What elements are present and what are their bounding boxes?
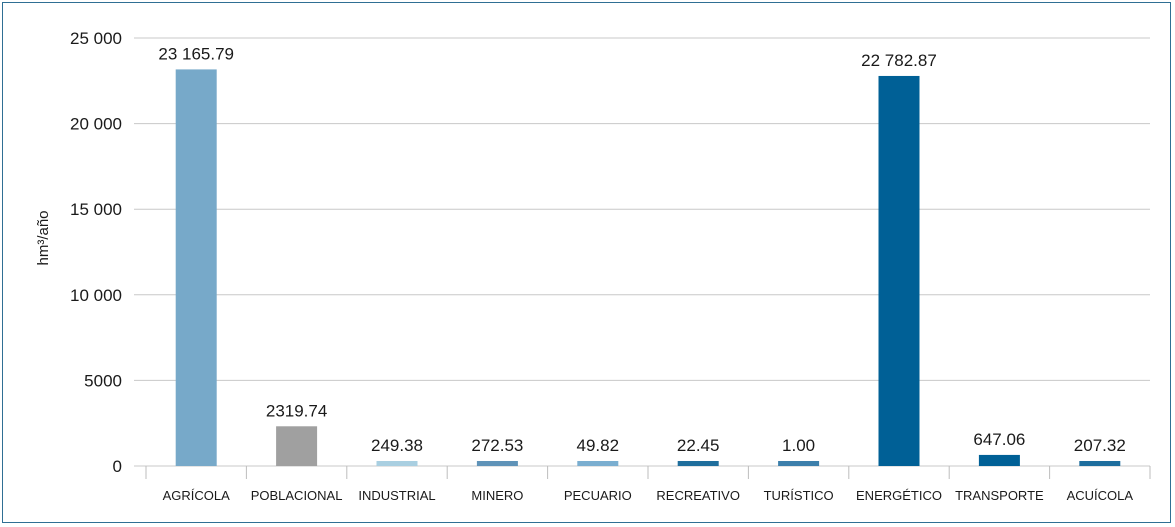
y-tick-label: 15 000	[70, 200, 122, 219]
y-tick-label: 10 000	[70, 286, 122, 305]
value-label: 249.38	[371, 436, 423, 455]
value-label: 647.06	[973, 430, 1025, 449]
category-label: RECREATIVO	[656, 488, 740, 503]
bar	[677, 461, 719, 466]
value-label: 23 165.79	[158, 44, 234, 63]
y-tick-label: 0	[113, 457, 122, 476]
bar	[175, 69, 217, 466]
bar	[577, 461, 619, 466]
bar	[778, 461, 820, 466]
value-label: 1.00	[782, 436, 815, 455]
value-label: 49.82	[577, 436, 620, 455]
value-label: 2319.74	[266, 401, 327, 420]
value-label: 22 782.87	[861, 51, 937, 70]
category-label: TURÍSTICO	[764, 488, 834, 503]
y-tick-label: 5000	[84, 371, 122, 390]
y-tick-label: 20 000	[70, 115, 122, 134]
value-label: 207.32	[1074, 436, 1126, 455]
bar	[1079, 461, 1121, 466]
bar	[978, 454, 1020, 466]
bar	[276, 426, 318, 466]
category-label: POBLACIONAL	[251, 488, 343, 503]
bar	[376, 461, 418, 466]
value-label: 272.53	[471, 436, 523, 455]
category-label: ACUÍCOLA	[1067, 488, 1134, 503]
category-label: MINERO	[471, 488, 523, 503]
bar	[476, 461, 518, 466]
y-axis-label: hm³/año	[35, 210, 52, 265]
y-tick-label: 25 000	[70, 29, 122, 48]
category-label: ENERGÉTICO	[856, 488, 942, 503]
category-label: TRANSPORTE	[955, 488, 1044, 503]
category-label: AGRÍCOLA	[163, 488, 231, 503]
value-label: 22.45	[677, 436, 720, 455]
category-label: PECUARIO	[564, 488, 632, 503]
bar	[878, 75, 920, 466]
category-label: INDUSTRIAL	[358, 488, 435, 503]
